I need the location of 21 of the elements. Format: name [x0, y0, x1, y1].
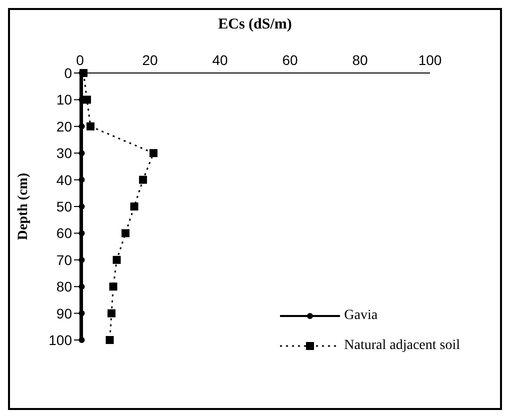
legend-label: Gavia: [344, 308, 378, 324]
y-tick-label: 20: [56, 118, 72, 134]
x-tick-label: 60: [282, 52, 298, 68]
y-tick-label: 90: [56, 305, 72, 322]
y-tick-label: 80: [56, 278, 72, 295]
y-tick-label: 30: [56, 145, 72, 162]
x-tick-label: 0: [76, 52, 84, 68]
y-tick-label: 70: [56, 252, 72, 268]
y-tick-label: 0: [64, 64, 72, 81]
y-tick-label: 100: [48, 332, 72, 348]
x-axis-title: ECs (dS/m): [218, 16, 292, 33]
legend-label: Natural adjacent soil: [344, 338, 460, 354]
x-tick-label: 100: [418, 52, 442, 68]
y-tick-label: 50: [56, 198, 72, 214]
y-axis-title: Depth (cm): [16, 172, 31, 240]
y-tick-label: 60: [56, 225, 72, 242]
y-tick-label: 10: [56, 92, 72, 108]
x-tick-label: 20: [142, 52, 158, 68]
x-tick-label: 40: [212, 52, 228, 68]
y-tick-label: 40: [56, 172, 72, 188]
x-tick-label: 80: [352, 52, 368, 68]
